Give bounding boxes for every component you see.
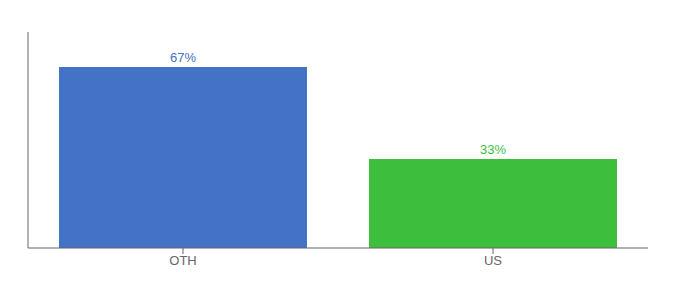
- svg-text:33%: 33%: [480, 142, 506, 157]
- svg-text:67%: 67%: [170, 50, 196, 65]
- svg-text:OTH: OTH: [169, 253, 196, 268]
- svg-text:US: US: [484, 253, 502, 268]
